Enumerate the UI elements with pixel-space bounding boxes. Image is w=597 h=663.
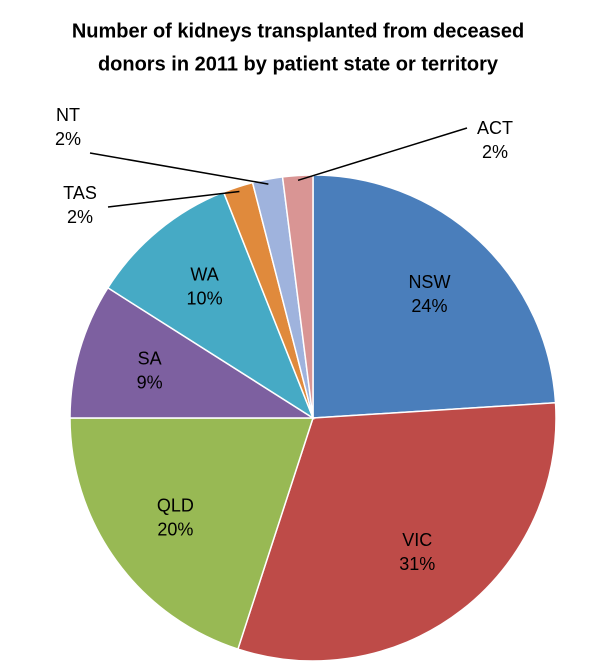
slice-label: VIC	[402, 530, 432, 550]
slice-value: 2%	[482, 142, 508, 162]
slice-label: NSW	[408, 272, 450, 292]
chart-title: Number of kidneys transplanted from dece…	[72, 20, 524, 42]
leader-line	[107, 190, 240, 208]
slice-value: 9%	[137, 372, 163, 392]
leader-line	[89, 152, 269, 185]
slice-value: 20%	[157, 520, 193, 540]
leader-line	[297, 127, 468, 182]
slice-label: SA	[138, 348, 162, 368]
slice-label: NT	[56, 105, 80, 125]
chart-title: donors in 2011 by patient state or terri…	[98, 53, 499, 75]
pie-slice	[69, 286, 316, 419]
pie-slice	[69, 417, 315, 651]
slice-value: 10%	[187, 289, 223, 309]
pie-slice	[106, 191, 315, 420]
pie-slice	[312, 174, 557, 419]
slice-label: QLD	[157, 496, 194, 516]
slice-value: 2%	[55, 129, 81, 149]
pie-slice	[236, 401, 557, 662]
slice-value: 31%	[399, 554, 435, 574]
slice-label: ACT	[477, 118, 513, 138]
slice-value: 24%	[411, 296, 447, 316]
slice-label: TAS	[63, 183, 97, 203]
slice-label: WA	[190, 265, 218, 285]
slice-value: 2%	[67, 207, 93, 227]
